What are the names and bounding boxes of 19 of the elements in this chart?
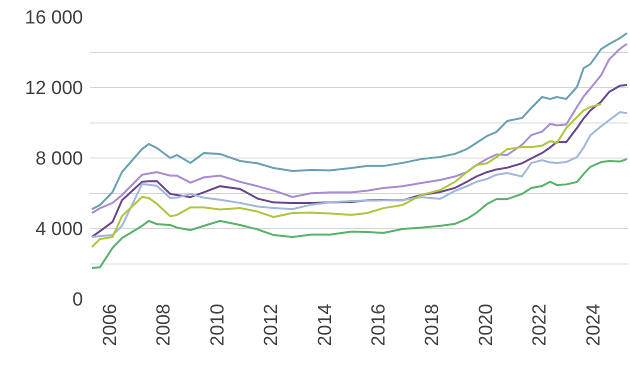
y-tick-label: 12 000: [24, 78, 83, 100]
x-tick-label: 2006: [100, 304, 122, 346]
x-tick-label: 2020: [476, 304, 497, 346]
x-tick-label: 2014: [314, 303, 336, 346]
line-series: [90, 103, 602, 248]
x-tick-label: 2022: [530, 304, 551, 346]
y-tick-label: 16 000: [24, 8, 83, 29]
x-tick-label: 2012: [261, 304, 282, 346]
y-tick-label: 8 000: [35, 148, 83, 170]
y-tick-label: 4 000: [35, 219, 83, 240]
y-tick-label: 0: [72, 290, 83, 311]
line-series: [90, 158, 628, 269]
x-tick-label: 2018: [422, 304, 444, 346]
x-tick-label: 2016: [368, 304, 390, 346]
x-tick-label: 2024: [583, 303, 604, 346]
x-tick-label: 2010: [207, 304, 228, 346]
line-series: [90, 84, 628, 238]
line-series: [90, 111, 628, 238]
x-tick-label: 2008: [154, 304, 175, 346]
